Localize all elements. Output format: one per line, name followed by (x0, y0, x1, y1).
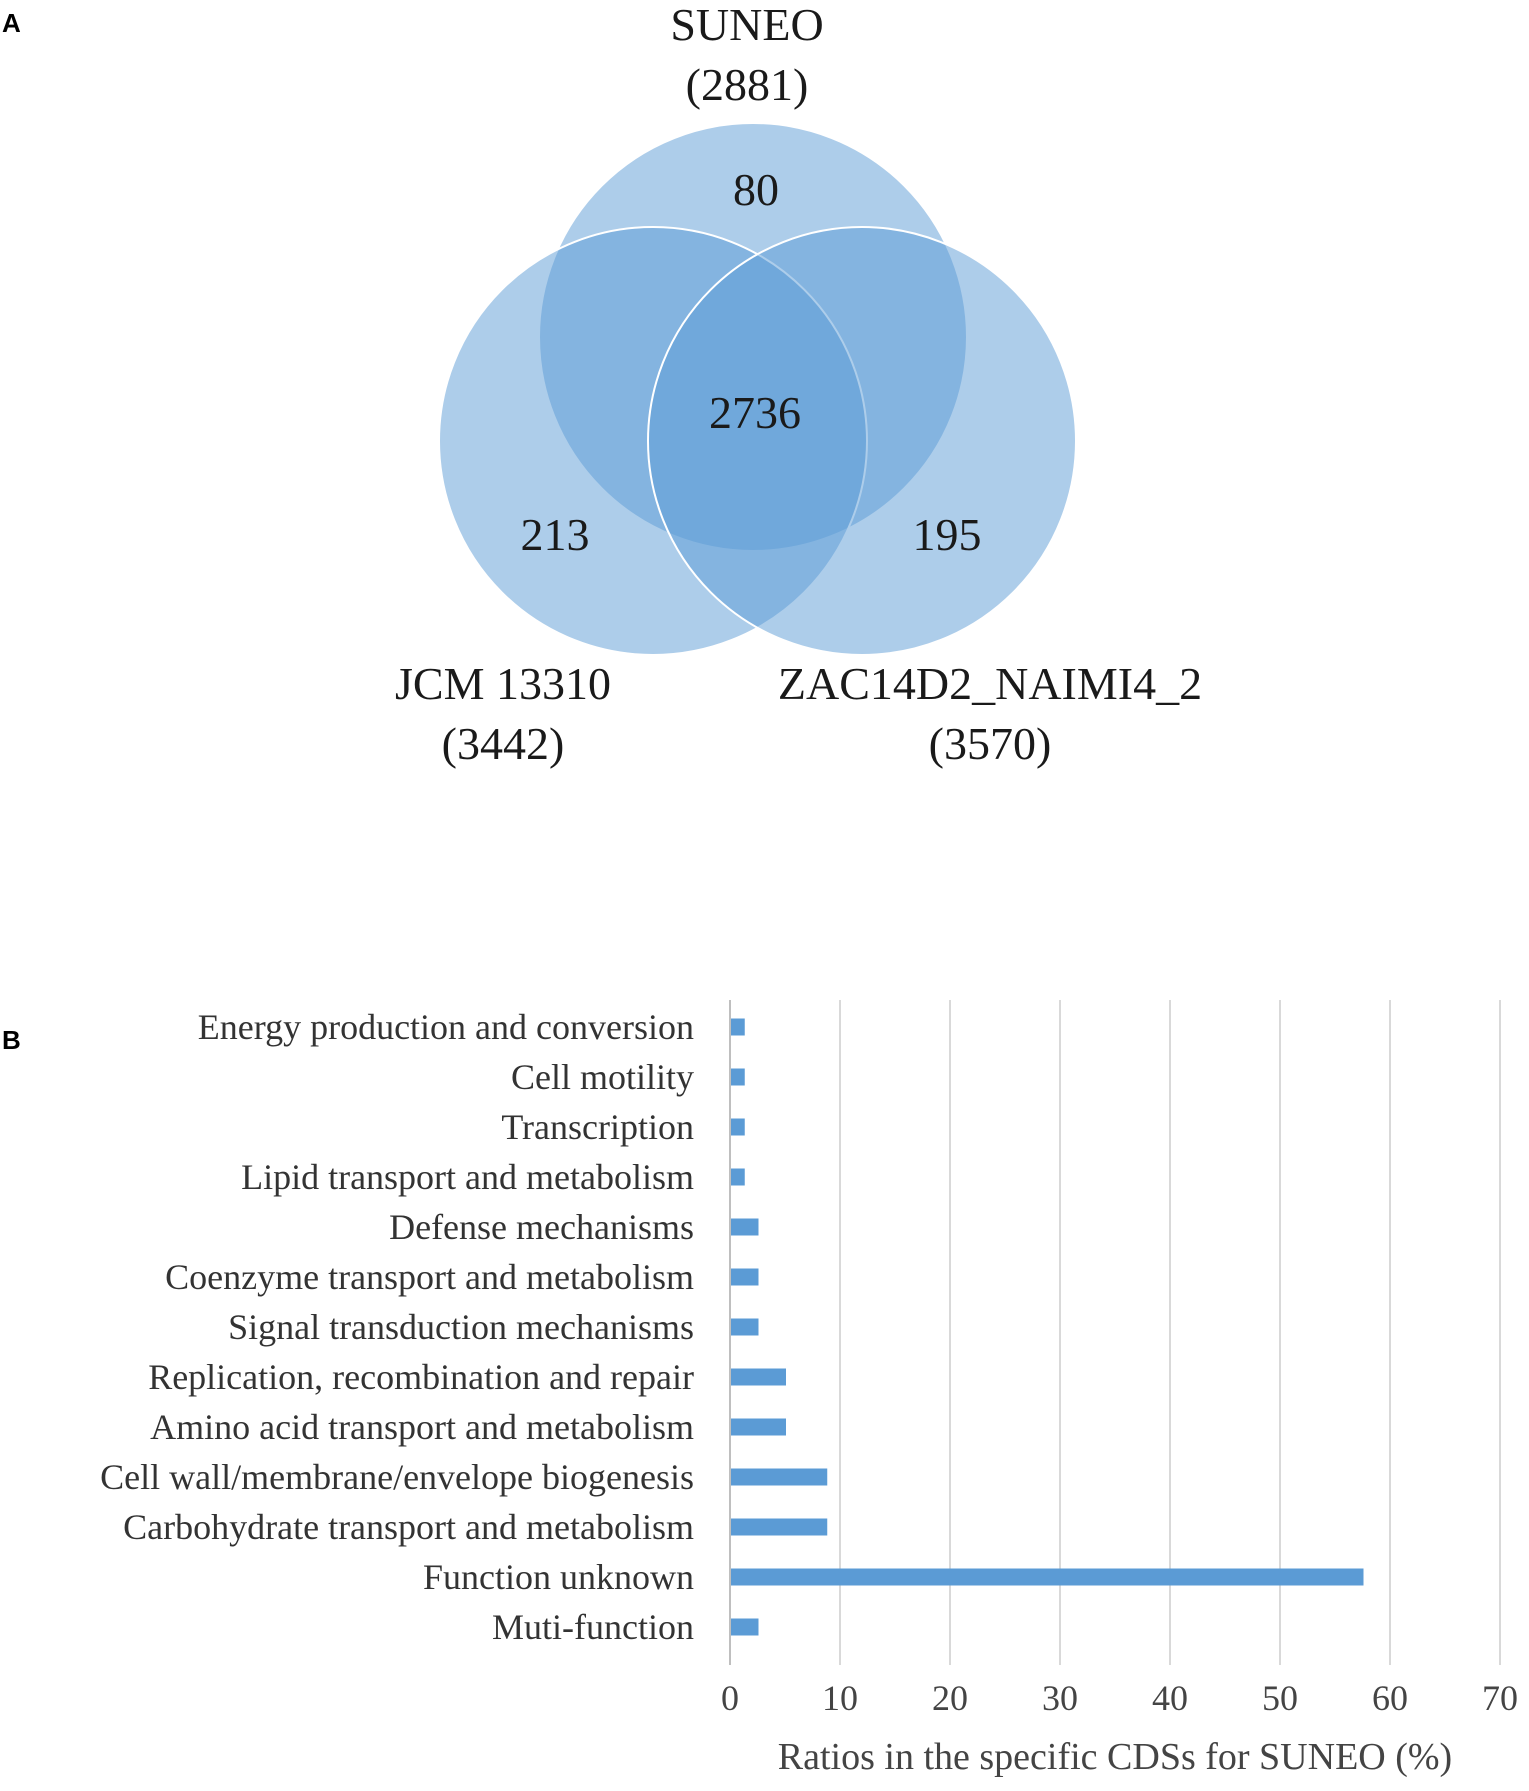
bar (731, 1518, 828, 1536)
x-tick-label: 20 (932, 1678, 968, 1718)
x-tick-label: 60 (1372, 1678, 1408, 1718)
category-label: Transcription (501, 1107, 694, 1147)
bar (731, 1018, 745, 1036)
category-label: Coenzyme transport and metabolism (165, 1257, 694, 1297)
bar (731, 1368, 786, 1386)
category-label: Muti-function (492, 1607, 694, 1647)
grid-lines (729, 1000, 1501, 1665)
x-tick-label: 70 (1482, 1678, 1518, 1718)
bar (731, 1618, 759, 1636)
bar-chart: Energy production and conversion Cell mot… (100, 1000, 1518, 1778)
bar (731, 1118, 745, 1136)
category-label: Lipid transport and metabolism (241, 1157, 694, 1197)
x-tick-label: 0 (721, 1678, 739, 1718)
venn-count-all-three: 2736 (709, 387, 801, 438)
category-label: Energy production and conversion (198, 1007, 694, 1047)
bar (731, 1468, 828, 1486)
panel-b-label: B (2, 1025, 21, 1055)
bar (731, 1168, 745, 1186)
category-label: Function unknown (423, 1557, 694, 1597)
venn-set-jcm-name: JCM 13310 (395, 658, 611, 709)
x-tick-label: 30 (1042, 1678, 1078, 1718)
category-label: Cell wall/membrane/envelope biogenesis (100, 1457, 694, 1497)
venn-count-suneo-only: 80 (733, 164, 779, 215)
category-label: Replication, recombination and repair (148, 1357, 694, 1397)
venn-set-jcm-total: (3442) (442, 718, 565, 769)
x-tick-label: 40 (1152, 1678, 1188, 1718)
x-axis-title: Ratios in the specific CDSs for SUNEO (%… (778, 1736, 1452, 1778)
category-label: Cell motility (511, 1057, 694, 1097)
category-label: Amino acid transport and metabolism (150, 1407, 694, 1447)
venn-count-jcm-only: 213 (521, 509, 590, 560)
bar (731, 1218, 759, 1236)
panel-a-label: A (2, 8, 21, 38)
venn-diagram: SUNEO (2881) JCM 13310 (3442) ZAC14D2_NA… (395, 0, 1202, 769)
category-label: Carbohydrate transport and metabolism (123, 1507, 694, 1547)
bar (731, 1318, 759, 1336)
venn-set-zac-total: (3570) (929, 718, 1052, 769)
x-tick-labels: 0 10 20 30 40 50 60 70 (721, 1678, 1518, 1718)
bar (731, 1268, 759, 1286)
bar (731, 1418, 786, 1436)
venn-set-suneo-name: SUNEO (670, 0, 823, 50)
category-label: Signal transduction mechanisms (228, 1307, 694, 1347)
venn-set-zac-name: ZAC14D2_NAIMI4_2 (778, 658, 1202, 709)
category-labels: Energy production and conversion Cell mot… (100, 1007, 694, 1647)
bar (731, 1068, 745, 1086)
bar (731, 1568, 1364, 1586)
category-label: Defense mechanisms (389, 1207, 694, 1247)
x-tick-label: 10 (822, 1678, 858, 1718)
x-tick-label: 50 (1262, 1678, 1298, 1718)
venn-set-suneo-total: (2881) (686, 59, 809, 110)
venn-count-zac-only: 195 (913, 509, 982, 560)
bars (731, 1018, 1364, 1636)
venn-circle-zac (647, 226, 1077, 656)
